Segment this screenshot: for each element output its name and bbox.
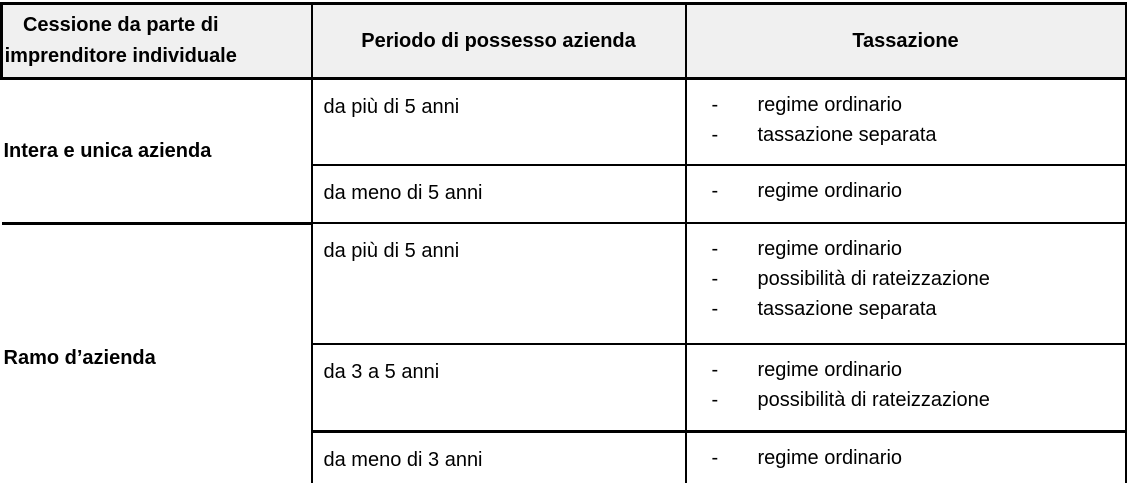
taxation-text: regime ordinario: [757, 238, 903, 260]
table-header: Cessione da parte di imprenditore indivi…: [0, 2, 1127, 80]
table-row: da meno di 5 anni - regime ordinario: [2, 164, 1127, 224]
taxation-text: regime ordinario: [757, 359, 903, 381]
taxation-text: tassazione separata: [757, 124, 937, 146]
header-row: Cessione da parte di imprenditore indivi…: [0, 2, 1127, 80]
taxation-text: regime ordinario: [757, 94, 903, 116]
taxation-item: - possibilità di rateizzazione: [712, 264, 1125, 294]
bullet-dash-icon: -: [711, 238, 719, 260]
taxation-text: regime ordinario: [757, 180, 903, 202]
period-cell: da meno di 5 anni: [310, 164, 687, 224]
header-cell-cessione: Cessione da parte di imprenditore indivi…: [0, 2, 313, 80]
taxation-cell: - regime ordinario: [684, 164, 1127, 224]
taxation-item: - regime ordinario: [712, 176, 1125, 206]
header-cessione-line2: imprenditore individuale: [4, 45, 237, 67]
bullet-dash-icon: -: [711, 268, 719, 290]
header-cell-periodo: Periodo di possesso azienda: [310, 2, 687, 80]
taxation-item: - tassazione separata: [712, 294, 1125, 324]
taxation-item: - regime ordinario: [712, 90, 1125, 120]
period-cell: da più di 5 anni: [310, 222, 687, 345]
header-cessione-line1: Cessione da parte di: [22, 14, 219, 36]
period-cell: da meno di 3 anni: [310, 430, 687, 483]
table-row: Ramo d’azienda da più di 5 anni - regime or…: [1, 222, 1127, 483]
taxation-item: - regime ordinario: [712, 355, 1125, 385]
bullet-dash-icon: -: [711, 447, 719, 469]
taxation-text: possibilità di rateizzazione: [757, 389, 990, 411]
section-label: Ramo d’azienda: [1, 222, 313, 483]
table-row: Intera e unica azienda da più di 5 anni - r…: [1, 77, 1127, 225]
bullet-dash-icon: -: [711, 94, 719, 116]
header-cell-tassazione: Tassazione: [684, 2, 1127, 80]
bullet-dash-icon: -: [711, 298, 719, 320]
table-body: Intera e unica azienda da più di 5 anni - r…: [1, 77, 1127, 483]
taxation-item: - regime ordinario: [712, 234, 1125, 264]
period-cell: da più di 5 anni: [310, 77, 687, 166]
period-cell: da 3 a 5 anni: [310, 343, 687, 433]
taxation-cell: - regime ordinario - tassazione separata: [684, 77, 1127, 166]
taxation-cell: - regime ordinario - possibilità di rateizz…: [684, 222, 1127, 345]
taxation-item: - possibilità di rateizzazione: [712, 385, 1125, 415]
table-row: da meno di 3 anni - regime ordinario: [2, 430, 1127, 483]
taxation-item: - regime ordinario: [712, 443, 1125, 473]
bullet-dash-icon: -: [711, 389, 719, 411]
taxation-cell: - regime ordinario - possibilità di rateizz…: [684, 343, 1127, 433]
taxation-text: tassazione separata: [757, 298, 937, 320]
section-label: Intera e unica azienda: [1, 77, 313, 225]
bullet-dash-icon: -: [711, 124, 719, 146]
bullet-dash-icon: -: [711, 180, 719, 202]
table-row: da 3 a 5 anni - regime ordinario - possibili…: [2, 343, 1127, 433]
bullet-dash-icon: -: [711, 359, 719, 381]
taxation-text: possibilità di rateizzazione: [757, 268, 990, 290]
taxation-cell: - regime ordinario: [684, 430, 1127, 483]
taxation-item: - tassazione separata: [712, 120, 1125, 150]
taxation-text: regime ordinario: [757, 447, 903, 469]
